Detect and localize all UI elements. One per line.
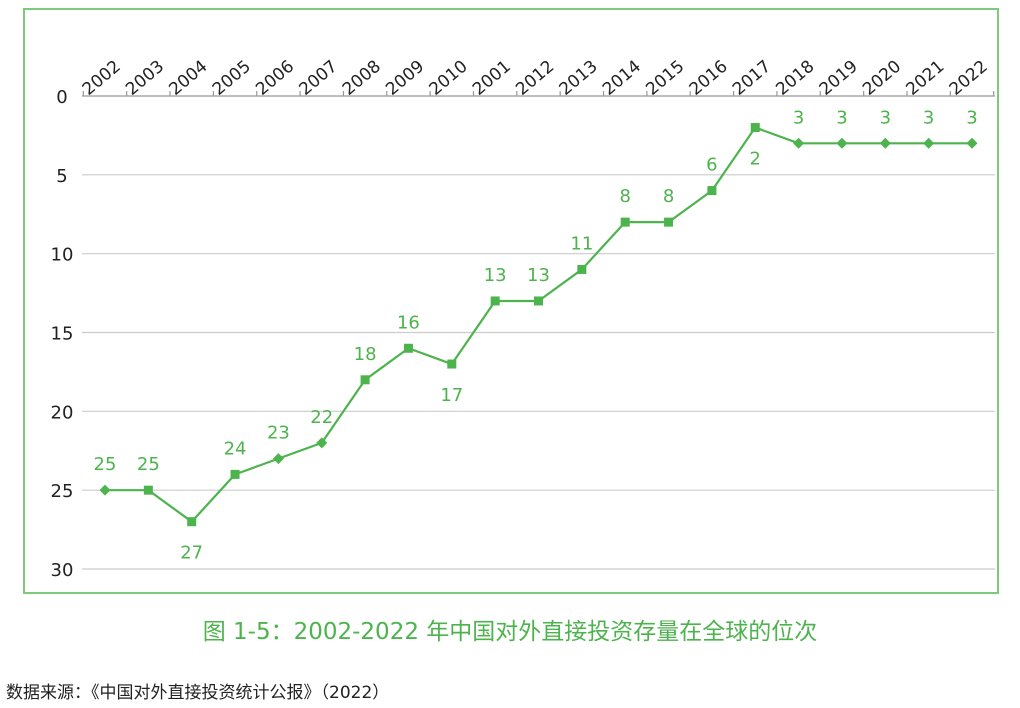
data-label: 22 [310,407,333,428]
x-tick-label: 2016 [686,57,732,100]
data-label: 17 [440,385,463,406]
data-point [879,137,891,149]
data-label: 6 [706,155,717,176]
data-label: 24 [224,438,247,459]
x-tick-label: 2020 [859,57,905,100]
data-point [966,137,978,149]
x-tick-label: 2009 [382,57,428,100]
x-tick-label: 2022 [946,57,992,100]
x-tick-label: 2019 [816,57,862,100]
x-tick-label: 2001 [469,57,515,100]
data-label: 3 [923,107,934,128]
data-point [447,359,457,369]
data-point [793,137,805,149]
data-label: 13 [484,265,507,286]
x-tick-label: 2013 [556,57,602,100]
chart-frame: 0 5 10 15 20 25 30 2002 2003 2004 2005 2006 2007 200… [23,8,999,594]
data-point [620,217,630,227]
x-tick-label: 2018 [772,57,818,100]
x-tick-label: 2008 [339,57,385,100]
data-point [534,296,543,306]
x-tick-label: 2010 [426,57,472,100]
x-tick-label: 2002 [79,57,125,100]
y-axis: 0 5 10 15 20 25 30 [51,87,74,581]
x-tick-label: 2005 [209,57,255,100]
data-point [707,186,717,196]
data-label: 13 [527,265,550,286]
data-point [403,343,413,353]
data-point [272,453,284,465]
data-label: 8 [663,186,674,207]
y-tick-label: 10 [51,245,74,266]
data-point [490,296,500,306]
data-label: 8 [619,186,630,207]
x-tick-label: 2014 [599,57,645,100]
chart-caption: 图 1-5：2002-2022 年中国对外直接投资存量在全球的位次 [202,619,818,645]
data-label: 3 [880,107,891,128]
x-tick-label: 2006 [252,57,298,100]
y-tick-label: 20 [51,402,74,423]
series-line [105,126,972,523]
x-tick-label: 2021 [902,57,948,100]
data-point [360,375,370,385]
data-point [316,437,328,449]
data-label: 11 [570,233,593,254]
x-tick-label: 2004 [165,57,211,100]
data-point [230,469,240,479]
grid-lines [82,174,995,570]
data-label: 25 [137,454,160,475]
x-tick-label: 2007 [296,57,342,100]
x-tick-label: 2012 [512,57,558,100]
data-point [143,485,153,495]
data-point [99,484,111,496]
y-tick-label: 30 [51,560,74,581]
y-tick-label: 0 [56,87,67,108]
data-label: 16 [397,312,420,333]
y-tick-label: 15 [51,324,74,345]
data-point [664,217,674,227]
data-label: 25 [94,454,117,475]
data-label: 2 [750,149,761,170]
source-note: 数据来源：《中国对外直接投资统计公报》（2022） [6,683,390,703]
x-tick-label: 2015 [642,57,688,100]
x-axis [82,91,995,97]
y-tick-label: 25 [51,481,74,502]
data-label: 3 [793,107,804,128]
y-tick-label: 5 [56,166,67,187]
x-tick-label: 2017 [729,57,775,100]
x-tick-label: 2003 [122,57,168,100]
data-label: 3 [836,107,847,128]
series-rank [99,123,978,527]
x-tick-labels: 2002200320042005200620072008200920102001… [79,57,992,100]
data-point [577,264,587,274]
data-point [750,123,760,133]
data-point [923,137,935,149]
data-label: 3 [966,107,977,128]
data-point [836,137,848,149]
data-point [187,517,197,527]
data-label: 23 [267,423,290,444]
data-label: 18 [354,344,377,365]
data-label: 27 [180,543,203,564]
